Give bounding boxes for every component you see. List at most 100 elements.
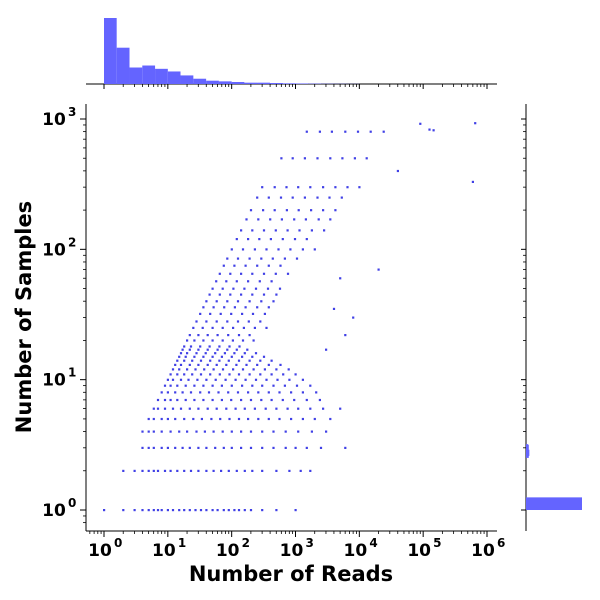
scatter-point bbox=[166, 391, 169, 394]
scatter-point bbox=[215, 280, 218, 283]
scatter-point bbox=[247, 391, 250, 394]
scatter-point bbox=[419, 122, 422, 125]
scatter-point bbox=[288, 378, 291, 381]
scatter-point bbox=[269, 238, 272, 241]
scatter-point bbox=[265, 378, 268, 381]
scatter-point bbox=[309, 469, 312, 472]
scatter-point bbox=[222, 446, 225, 449]
scatter-point bbox=[267, 363, 270, 366]
scatter-point bbox=[263, 368, 266, 371]
scatter-point bbox=[160, 391, 163, 394]
scatter-point bbox=[169, 398, 172, 402]
scatter-point bbox=[278, 287, 282, 290]
scatter-point bbox=[211, 398, 214, 402]
scatter-point bbox=[261, 384, 264, 387]
y-tick-label: 10 bbox=[42, 240, 66, 260]
scatter-point bbox=[218, 345, 221, 348]
scatter-point bbox=[237, 334, 241, 337]
scatter-point bbox=[301, 248, 304, 251]
scatter-point bbox=[197, 407, 200, 410]
scatter-point bbox=[243, 352, 246, 355]
scatter-point bbox=[285, 186, 288, 189]
scatter-point bbox=[227, 391, 230, 394]
scatter-point bbox=[169, 469, 172, 472]
scatter-point bbox=[248, 334, 251, 337]
scatter-point bbox=[214, 352, 217, 355]
scatter-point bbox=[205, 320, 208, 323]
scatter-point bbox=[215, 407, 218, 410]
x-tick-exponent: 2 bbox=[242, 536, 250, 550]
scatter-point bbox=[191, 373, 194, 376]
scatter-point bbox=[233, 264, 236, 267]
scatter-point bbox=[273, 186, 276, 189]
scatter-point bbox=[274, 229, 277, 232]
scatter-point bbox=[171, 378, 175, 381]
scatter-point bbox=[329, 157, 332, 160]
scatter-point bbox=[432, 129, 435, 132]
scatter-point bbox=[245, 363, 248, 366]
scatter-point bbox=[160, 509, 163, 512]
scatter-point bbox=[382, 130, 385, 133]
scatter-point bbox=[221, 430, 224, 433]
scatter-point bbox=[254, 378, 258, 381]
scatter-point bbox=[179, 352, 183, 355]
top-hist-bar bbox=[282, 83, 296, 84]
scatter-point bbox=[176, 469, 179, 472]
scatter-point bbox=[147, 417, 150, 421]
scatter-point bbox=[266, 287, 270, 290]
scatter-point bbox=[219, 417, 222, 421]
scatter-point bbox=[249, 509, 253, 512]
scatter-point bbox=[293, 218, 296, 221]
scatter-point bbox=[299, 469, 302, 472]
scatter-point bbox=[261, 446, 264, 449]
scatter-point bbox=[152, 407, 155, 410]
scatter-point bbox=[262, 209, 265, 212]
scatter-point bbox=[241, 312, 244, 315]
right-marginal-histogram bbox=[521, 104, 582, 531]
scatter-point bbox=[281, 238, 284, 241]
scatter-point bbox=[188, 363, 191, 366]
scatter-point bbox=[280, 157, 283, 160]
scatter-point bbox=[275, 509, 278, 512]
scatter-point bbox=[156, 407, 160, 410]
scatter-point bbox=[261, 469, 264, 472]
scatter-point bbox=[141, 446, 144, 449]
scatter-point bbox=[188, 446, 191, 449]
scatter-point bbox=[187, 378, 190, 381]
scatter-point bbox=[356, 130, 360, 133]
scatter-point bbox=[275, 469, 278, 472]
scatter-point bbox=[174, 363, 177, 366]
scatter-point bbox=[274, 272, 277, 275]
scatter-point bbox=[176, 384, 179, 387]
scatter-point bbox=[220, 469, 223, 472]
scatter-point bbox=[176, 398, 179, 402]
scatter-point bbox=[240, 430, 243, 433]
scatter-point bbox=[256, 196, 259, 199]
scatter-point bbox=[197, 469, 200, 472]
scatter-point bbox=[236, 320, 240, 323]
x-axis-title: Number of Reads bbox=[189, 562, 393, 586]
scatter-point bbox=[278, 391, 281, 394]
scatter-point bbox=[249, 209, 253, 212]
scatter-point bbox=[240, 293, 243, 296]
scatter-point bbox=[286, 229, 289, 232]
scatter-point bbox=[267, 391, 270, 394]
scatter-point bbox=[205, 469, 208, 472]
scatter-point bbox=[183, 509, 186, 512]
scatter-point bbox=[233, 306, 236, 309]
scatter-point bbox=[221, 326, 224, 329]
scatter-point bbox=[215, 363, 218, 366]
scatter-point bbox=[188, 509, 191, 512]
scatter-point bbox=[282, 373, 285, 376]
top-hist-bar bbox=[269, 83, 283, 84]
scatter-point bbox=[283, 384, 286, 387]
scatter-point bbox=[249, 446, 253, 449]
scatter-point bbox=[236, 391, 240, 394]
scatter-point bbox=[305, 238, 308, 241]
scatter-point bbox=[230, 446, 233, 449]
scatter-point bbox=[252, 339, 255, 342]
y-tick-label: 10 bbox=[42, 110, 66, 130]
scatter-point bbox=[212, 368, 215, 371]
